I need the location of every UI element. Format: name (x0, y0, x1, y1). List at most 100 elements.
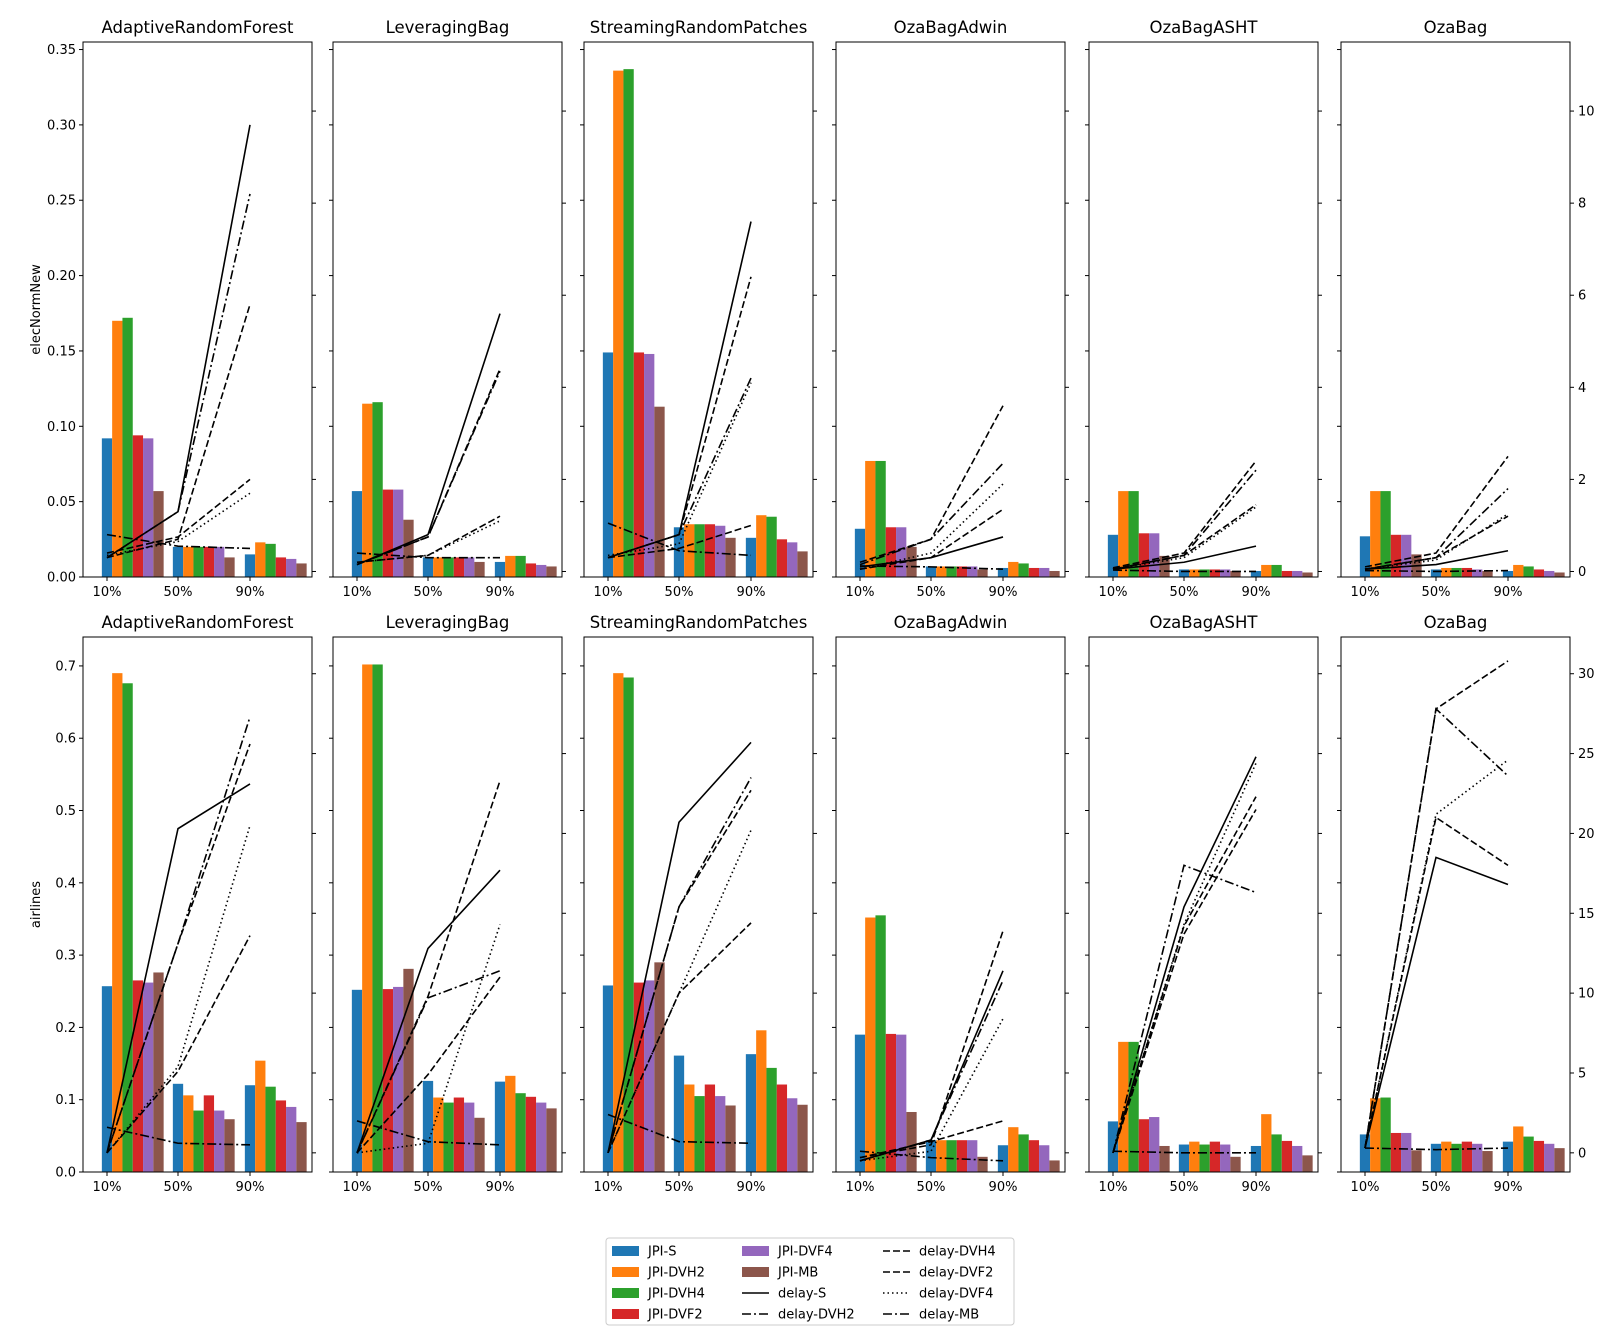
line-delay-s (1364, 856, 1509, 1149)
bar-jpi-mb (296, 1122, 307, 1172)
bar-jpi-mb (1159, 555, 1170, 577)
bar-jpi-dvh4 (946, 566, 957, 577)
line-delay-dvh2 (106, 193, 251, 559)
bar-jpi-s (745, 537, 757, 577)
axes-frame (583, 41, 814, 578)
y-tick-label-right: 30 (1578, 667, 1595, 682)
bar-jpi-s (673, 527, 685, 577)
axes-frame (82, 41, 313, 578)
y-tick-label-left: 0.20 (47, 269, 76, 284)
bar-jpi-dvf2 (956, 1140, 968, 1172)
line-delay-s (1112, 756, 1257, 1154)
bar-jpi-mb (1411, 1150, 1422, 1172)
panel-top-2: StreamingRandomPatches 10% 50% 90% (580, 18, 817, 600)
bar-jpi-dvh2 (1441, 567, 1452, 577)
bar-jpi-dvh4 (443, 1102, 454, 1172)
panel-bottom-1: LeveragingBag 10% 50% 90% (329, 613, 566, 1195)
bar-jpi-dvf4 (1220, 1144, 1231, 1172)
bar-jpi-dvf2 (1138, 533, 1150, 577)
y-tick-label-left: 0.15 (47, 344, 76, 359)
x-tick-label: 50% (665, 585, 694, 600)
bar-jpi-dvh2 (433, 557, 444, 577)
panel-title: OzaBagAdwin (894, 613, 1008, 632)
y-tick-label-right: 0 (1578, 565, 1586, 580)
axes-frame (1088, 636, 1319, 1173)
bar-jpi-dvh4 (1523, 566, 1534, 577)
legend-label: JPI-DVH2 (647, 1266, 705, 1281)
line-delay-s (106, 783, 251, 1154)
bar-jpi-dvh4 (694, 1096, 705, 1172)
bar-jpi-dvf4 (393, 986, 404, 1172)
y-tick-label-right: 20 (1578, 827, 1595, 842)
bar-jpi-dvf4 (1149, 533, 1160, 577)
legend-label: JPI-MB (777, 1266, 818, 1281)
bar-jpi-mb (403, 968, 414, 1172)
bar-jpi-s (1107, 1121, 1119, 1172)
bar-jpi-mb (1482, 1151, 1493, 1172)
line-delay-dvf2 (1112, 504, 1257, 570)
bar-jpi-dvf4 (1039, 567, 1050, 577)
x-tick-label: 50% (164, 1180, 193, 1195)
bar-jpi-dvf2 (275, 1100, 287, 1172)
bar-jpi-s (925, 1140, 937, 1172)
x-tick-label: 90% (737, 1180, 766, 1195)
bar-jpi-mb (797, 551, 808, 577)
y-tick-label-right: 10 (1578, 105, 1595, 120)
line-delay-mb (607, 522, 752, 557)
bar-jpi-dvf2 (956, 566, 968, 577)
y-tick-label-left: 0.4 (55, 876, 76, 891)
legend-label: delay-DVF2 (919, 1266, 993, 1281)
line-delay-dvf4 (1364, 513, 1509, 570)
line-delay-dvf4 (859, 1018, 1004, 1162)
bar-jpi-dvh4 (1199, 1144, 1210, 1172)
bar-jpi-dvh4 (623, 69, 634, 577)
legend-swatch-jpi-dvf4 (742, 1246, 769, 1256)
bar-jpi-mb (725, 1105, 736, 1172)
bar-jpi-dvf2 (453, 557, 465, 577)
bar-jpi-s (101, 986, 113, 1172)
panel-title: LeveragingBag (386, 613, 510, 632)
bar-jpi-dvh2 (1118, 1041, 1129, 1172)
bar-jpi-dvf4 (1292, 570, 1303, 577)
y-tick-label-left: 0.3 (55, 949, 76, 964)
panel-bottom-4: OzaBagASHT 10% 50% 90% (1085, 613, 1322, 1195)
bar-jpi-mb (1049, 1160, 1060, 1172)
x-tick-label: 10% (1351, 1180, 1380, 1195)
bar-jpi-dvf4 (787, 542, 798, 577)
x-tick-label: 10% (594, 1180, 623, 1195)
bar-jpi-s (351, 491, 363, 577)
bar-jpi-dvh4 (193, 546, 204, 577)
x-tick-label: 50% (917, 585, 946, 600)
y-tick-label-right: 10 (1578, 987, 1595, 1002)
legend-label: delay-S (778, 1287, 826, 1302)
bar-jpi-s (1502, 570, 1514, 577)
x-tick-label: 90% (989, 1180, 1018, 1195)
bar-jpi-dvh2 (1189, 569, 1200, 577)
bar-jpi-dvh4 (1018, 563, 1029, 577)
line-delay-dvf2 (859, 508, 1004, 570)
axes-frame (82, 636, 313, 1173)
bar-jpi-dvf4 (214, 1110, 225, 1172)
bar-jpi-mb (546, 566, 557, 577)
line-delay-dvf2 (356, 976, 501, 1154)
panel-title: StreamingRandomPatches (590, 18, 808, 37)
x-tick-label: 90% (737, 585, 766, 600)
bar-jpi-mb (1554, 1148, 1565, 1172)
bar-jpi-dvh4 (946, 1140, 957, 1172)
y-tick-label-left: 0.6 (55, 732, 76, 747)
bar-jpi-dvh4 (193, 1110, 204, 1172)
line-delay-dvh4 (607, 276, 752, 559)
legend-swatch-jpi-s (612, 1246, 639, 1256)
bar-jpi-s (1430, 569, 1442, 577)
x-tick-label: 50% (1422, 585, 1451, 600)
line-delay-dvf2 (106, 935, 251, 1154)
axes-frame (332, 636, 563, 1173)
legend-box (605, 1237, 1015, 1326)
panel-top-3: OzaBagAdwin 10% 50% 90% (832, 18, 1069, 600)
bar-jpi-mb (906, 546, 917, 577)
x-tick-label: 90% (486, 585, 515, 600)
bar-jpi-dvf4 (715, 1096, 726, 1172)
axes-frame (835, 636, 1066, 1173)
x-tick-label: 50% (917, 1180, 946, 1195)
